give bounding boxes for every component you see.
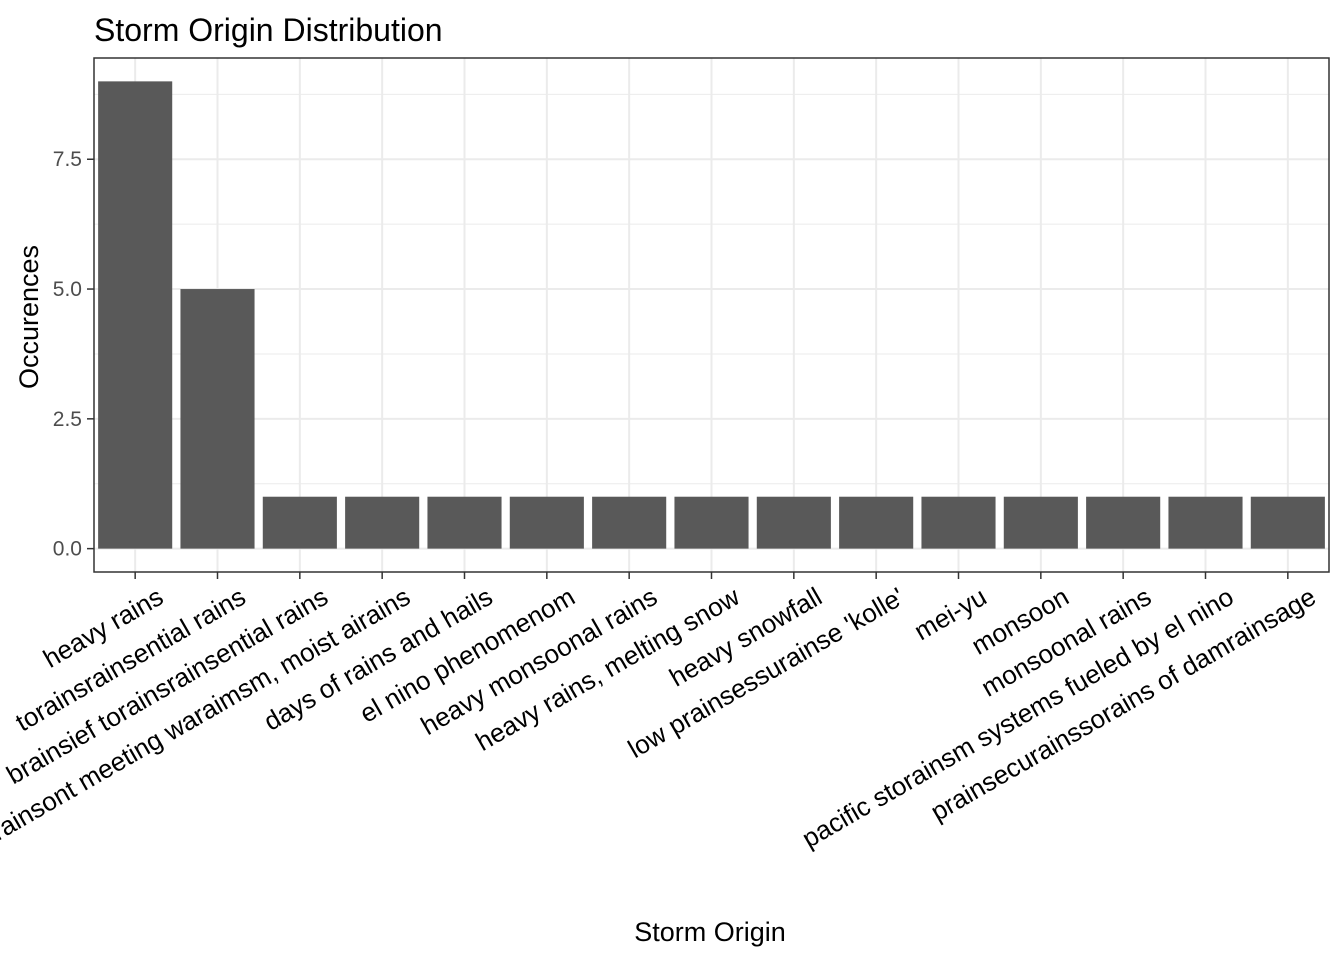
bar	[592, 496, 667, 549]
chart-title: Storm Origin Distribution	[94, 12, 443, 48]
bar	[509, 496, 584, 549]
y-tick-label: 2.5	[53, 408, 82, 431]
bar	[756, 496, 831, 549]
bar	[1168, 496, 1243, 549]
bar	[427, 496, 502, 549]
bar	[1003, 496, 1078, 549]
x-axis-title: Storm Origin	[634, 917, 786, 947]
bar	[674, 496, 749, 549]
bar	[180, 289, 255, 549]
bar	[839, 496, 914, 549]
bar	[345, 496, 420, 549]
bar	[262, 496, 337, 549]
y-axis-title: Occurences	[14, 245, 44, 389]
grid-lines	[94, 58, 1329, 572]
bar	[1086, 496, 1161, 549]
bar	[98, 81, 173, 549]
y-tick-label: 7.5	[53, 148, 82, 171]
x-tick-label: brainsief torainsrainsential rains	[1, 581, 333, 790]
y-tick-label: 5.0	[53, 278, 82, 301]
y-tick-label: 0.0	[53, 538, 82, 561]
y-axis: 0.0 2.5 5.0 7.5	[53, 148, 94, 561]
bar	[921, 496, 996, 549]
bars	[98, 81, 1325, 549]
bar	[1250, 496, 1325, 549]
